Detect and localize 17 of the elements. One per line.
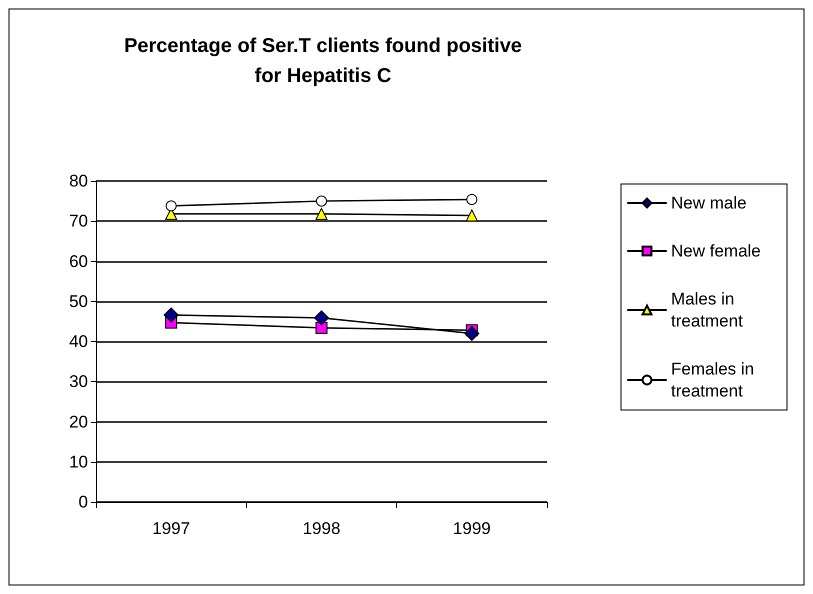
y-tick-label: 80	[69, 172, 88, 190]
legend-label: New female	[671, 242, 761, 260]
y-tick-label: 70	[69, 212, 88, 231]
x-tick-label: 1999	[452, 519, 491, 538]
y-tick-label: 40	[69, 332, 88, 351]
y-tick-label: 60	[69, 252, 88, 271]
y-tick-label: 30	[69, 372, 88, 392]
y-tick-label: 20	[69, 412, 88, 432]
y-tick-label: 50	[69, 292, 88, 311]
y-tick-label: 10	[69, 452, 88, 472]
chart-title: Percentage of Ser.T clients found positive for Hepatitis C	[124, 35, 522, 87]
legend-label: Males in treatment	[671, 290, 744, 330]
y-tick-label: 0	[78, 492, 88, 512]
legend-label: New male	[671, 194, 747, 212]
x-tick-label: 1997	[152, 519, 190, 538]
legend-label: Females in treatment	[671, 360, 759, 400]
x-tick-label: 1998	[302, 519, 340, 538]
